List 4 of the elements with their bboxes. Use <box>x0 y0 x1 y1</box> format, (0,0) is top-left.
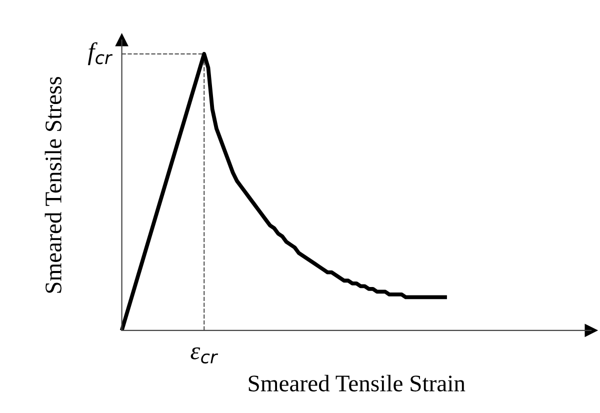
x-axis-title: Smeared Tensile Strain <box>248 374 466 392</box>
text: ε$_{cr}$ <box>190 347 218 364</box>
text: f$_{cr}$ <box>88 42 113 66</box>
y-axis-title: Smeared Tensile Stress <box>44 76 62 293</box>
